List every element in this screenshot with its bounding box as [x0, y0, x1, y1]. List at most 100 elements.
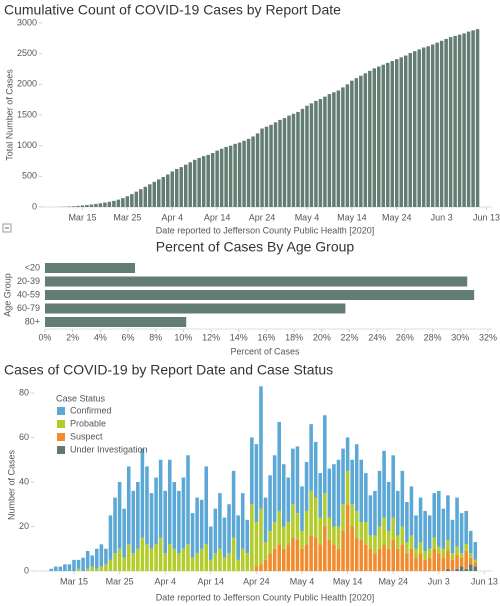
bar-segment [418, 497, 423, 543]
bar-segment [254, 444, 259, 523]
bar-segment [450, 553, 455, 560]
bar [291, 113, 296, 207]
legend-label: Under Investigation [70, 444, 148, 454]
bar [192, 159, 197, 207]
bar-segment [414, 515, 418, 549]
y-axis-label: Total Number of Cases [4, 69, 14, 161]
bar-segment [459, 553, 464, 558]
bar-segment [341, 504, 345, 531]
legend-title: Case Status [56, 393, 106, 403]
bar-segment [423, 510, 427, 551]
bar-segment [245, 553, 250, 571]
bar [45, 303, 346, 314]
bar-segment [377, 470, 382, 527]
bar-segment [391, 455, 395, 518]
bar [251, 136, 255, 207]
x-axis-label: Date reported to Jefferson County Public… [156, 225, 374, 235]
y-tick-label: 3000 [17, 17, 37, 27]
bar-segment [432, 548, 437, 571]
bar-segment [190, 513, 195, 558]
bar-segment [259, 386, 263, 509]
bar [45, 290, 475, 300]
bar-segment [209, 559, 213, 571]
bar-segment [400, 526, 405, 545]
bar-segment [318, 517, 323, 545]
bar-segment [446, 550, 450, 569]
bar-segment [464, 550, 468, 569]
bar-segment [441, 548, 446, 558]
bar-segment [368, 535, 373, 549]
x-tick-label: Mar 15 [60, 576, 88, 586]
bar-segment [167, 544, 172, 571]
bar [354, 78, 359, 207]
bar-segment [359, 459, 364, 523]
bar-segment [336, 526, 341, 549]
bar-segment [473, 542, 478, 560]
bar [309, 103, 314, 207]
bar-segment [245, 519, 250, 554]
bar-segment [181, 548, 186, 571]
x-tick-label: 10% [174, 332, 192, 342]
x-tick-label: May 4 [290, 576, 315, 586]
bar-segment [418, 542, 423, 554]
y-tick-label: 20-39 [17, 276, 40, 286]
bar-segment [468, 557, 473, 565]
bar-segment [459, 513, 464, 554]
bar-segment [149, 548, 154, 571]
bar-segment [423, 559, 427, 571]
y-tick-label: 80 [19, 387, 29, 397]
bar [372, 68, 377, 208]
bar-segment [368, 495, 373, 536]
bar [219, 148, 224, 207]
bar [45, 317, 187, 327]
bar [130, 194, 134, 207]
bar [448, 37, 453, 208]
bar-segment [368, 548, 373, 571]
bar-segment [391, 517, 395, 540]
bar-segment [281, 548, 286, 571]
x-axis-label: Date reported to Jefferson County Public… [156, 592, 374, 602]
collapse-button[interactable] [2, 223, 12, 233]
bar-segment [295, 446, 300, 514]
bar-segment [126, 544, 131, 571]
bar-segment [446, 539, 450, 551]
bar-segment [450, 519, 455, 554]
bar-segment [468, 530, 473, 554]
bar-segment [291, 504, 295, 538]
bar-segment [409, 486, 414, 536]
bar [435, 42, 439, 208]
bar-segment [300, 530, 304, 549]
bar-segment [204, 466, 209, 545]
bar-segment [140, 448, 145, 538]
x-tick-label: 32% [479, 332, 497, 342]
bar-segment [236, 515, 240, 560]
bar-segment [117, 482, 122, 549]
bar-segment [327, 539, 332, 571]
bar [282, 118, 287, 207]
bar-segment [418, 553, 423, 571]
chart-title: Cases of COVID-19 by Report Date and Cas… [4, 362, 333, 378]
y-axis-label: Age Group [2, 273, 12, 317]
bar-segment [113, 497, 117, 554]
bar-segment [227, 553, 231, 571]
bar-segment [473, 562, 478, 567]
bar [287, 115, 291, 207]
bar [403, 55, 408, 207]
bar-segment [186, 455, 190, 545]
bar-segment [268, 475, 272, 531]
bar [278, 119, 282, 207]
bar [45, 263, 135, 273]
bar-segment [58, 566, 63, 571]
bar-segment [76, 568, 81, 571]
bar [417, 49, 421, 207]
bar [390, 61, 395, 207]
y-tick-label: 80+ [25, 316, 40, 326]
legend-swatch [57, 433, 65, 441]
bar [269, 124, 273, 207]
bar-segment [190, 557, 195, 571]
bar-segment [286, 522, 291, 545]
bar-segment [277, 421, 281, 511]
bar-segment [382, 450, 386, 518]
legend-swatch [57, 446, 65, 454]
y-tick-label: 2000 [17, 79, 37, 89]
